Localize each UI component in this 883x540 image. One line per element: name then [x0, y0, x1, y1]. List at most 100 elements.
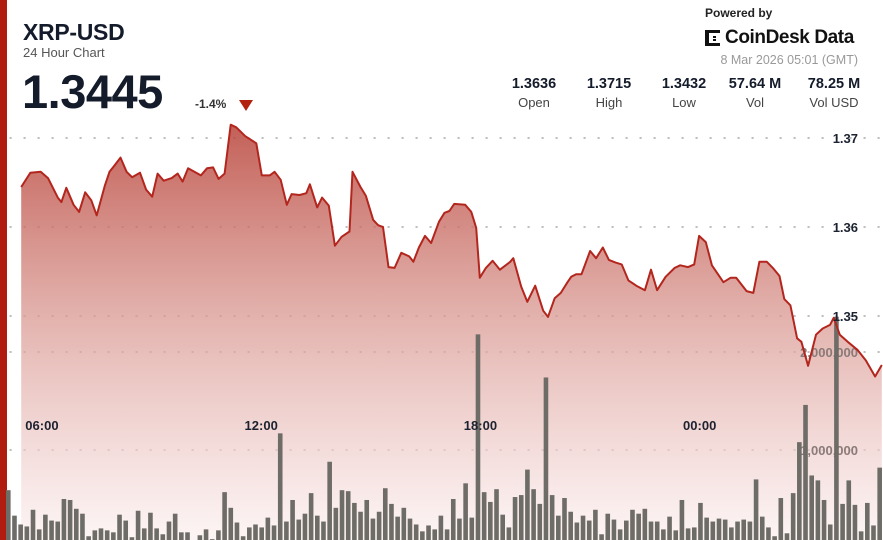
volume-bar [12, 515, 17, 540]
volume-bar [488, 501, 493, 540]
volume-bar [784, 533, 790, 540]
volume-bar [586, 520, 592, 540]
volume-bar [30, 509, 36, 540]
coindesk-data-logo[interactable]: CoinDesk Data [704, 27, 854, 49]
volume-bar [661, 529, 666, 540]
stat-label: Vol USD [809, 95, 859, 110]
volume-bar [228, 507, 234, 540]
volume-bar [834, 316, 839, 540]
time-tick-label: 00:00 [683, 418, 716, 433]
volume-bar [654, 521, 660, 540]
volume-bar [395, 516, 400, 540]
volume-bar [92, 530, 98, 540]
volume-bar [129, 537, 135, 540]
volume-bar [308, 493, 314, 540]
volume-bar [43, 514, 48, 540]
stat-vol-usd: 78.25 M Vol USD [794, 76, 874, 110]
volume-bar [253, 524, 258, 540]
volume-bar [593, 509, 598, 540]
volume-bar [673, 530, 679, 540]
volume-bar [166, 521, 172, 540]
volume-bar [803, 404, 808, 540]
volume-bar [80, 513, 85, 540]
volume-bar [531, 489, 536, 540]
volume-bar [704, 517, 709, 540]
volume-bar [73, 508, 79, 540]
volume-bar [432, 529, 438, 540]
stat-label: Open [518, 95, 550, 110]
volume-bar [247, 527, 252, 540]
volume-bar [865, 502, 870, 540]
volume-bar [36, 529, 42, 540]
volume-bar [104, 530, 110, 540]
volume-bar [759, 516, 765, 540]
stat-value: 57.64 M [728, 76, 782, 92]
volume-bar [315, 515, 320, 540]
volume-bar [766, 527, 771, 540]
volume-bar [259, 527, 264, 540]
price-tick-label: 1.37 [833, 131, 858, 146]
volume-bar [574, 522, 580, 540]
volume-bar [481, 492, 487, 540]
volume-bar [98, 528, 104, 540]
stat-value: 1.3636 [511, 76, 557, 92]
volume-bar [877, 467, 882, 540]
volume-bar [685, 528, 691, 540]
volume-bar [698, 502, 703, 540]
volume-bar [444, 529, 450, 540]
volume-bar [135, 510, 141, 540]
volume-bar [413, 524, 419, 540]
volume-bar [265, 517, 271, 540]
volume-bar [197, 535, 203, 540]
price-area [21, 124, 882, 540]
price-change: -1.4% [195, 97, 227, 111]
volume-bar [500, 514, 505, 540]
volume-bar [512, 497, 518, 540]
stat-label: Low [672, 95, 696, 110]
powered-by-label: Powered by [705, 6, 773, 20]
volume-bar [543, 377, 549, 540]
volume-bar [562, 498, 567, 540]
volume-bar [469, 517, 475, 540]
volume-bar [617, 529, 623, 540]
volume-bar [148, 512, 153, 540]
stat-value: 78.25 M [807, 76, 861, 92]
volume-bar [438, 515, 444, 540]
volume-bar [475, 334, 481, 540]
volume-bar [420, 531, 425, 540]
volume-bar [67, 499, 73, 540]
volume-bar [605, 513, 611, 540]
volume-bar [352, 502, 357, 540]
volume-bar [450, 499, 456, 540]
volume-bar [339, 490, 345, 540]
volume-bar [494, 489, 499, 540]
time-axis-labels: 06:00 12:00 18:00 00:00 [25, 418, 716, 433]
volume-bar [389, 503, 394, 540]
volume-bar [747, 521, 753, 540]
volume-bar [753, 479, 759, 540]
stat-label: High [595, 95, 623, 110]
volume-bar [333, 507, 339, 540]
volume-bar [827, 524, 833, 540]
chart-subtitle: 24 Hour Chart [23, 45, 105, 60]
volume-bar [277, 433, 283, 540]
volume-bar [871, 525, 876, 540]
volume-bar [815, 480, 821, 540]
stat-open: 1.3636 Open [494, 76, 574, 110]
current-price: 1.3445 [22, 65, 163, 118]
volume-bars [6, 316, 882, 540]
volume-bar [284, 521, 289, 540]
volume-bar [506, 527, 512, 540]
price-tick-label: 1.36 [833, 220, 858, 235]
volume-bar [840, 503, 845, 540]
timestamp: 8 Mar 2026 05:01 (GMT) [720, 53, 858, 67]
volume-bar [518, 495, 524, 540]
volume-bar [364, 499, 370, 540]
volume-bar [327, 461, 332, 540]
accent-bar [0, 0, 7, 540]
volume-bar [154, 528, 159, 540]
stat-high: 1.3715 High [569, 76, 649, 110]
volume-bar [123, 520, 129, 540]
volume-bar [611, 519, 617, 540]
